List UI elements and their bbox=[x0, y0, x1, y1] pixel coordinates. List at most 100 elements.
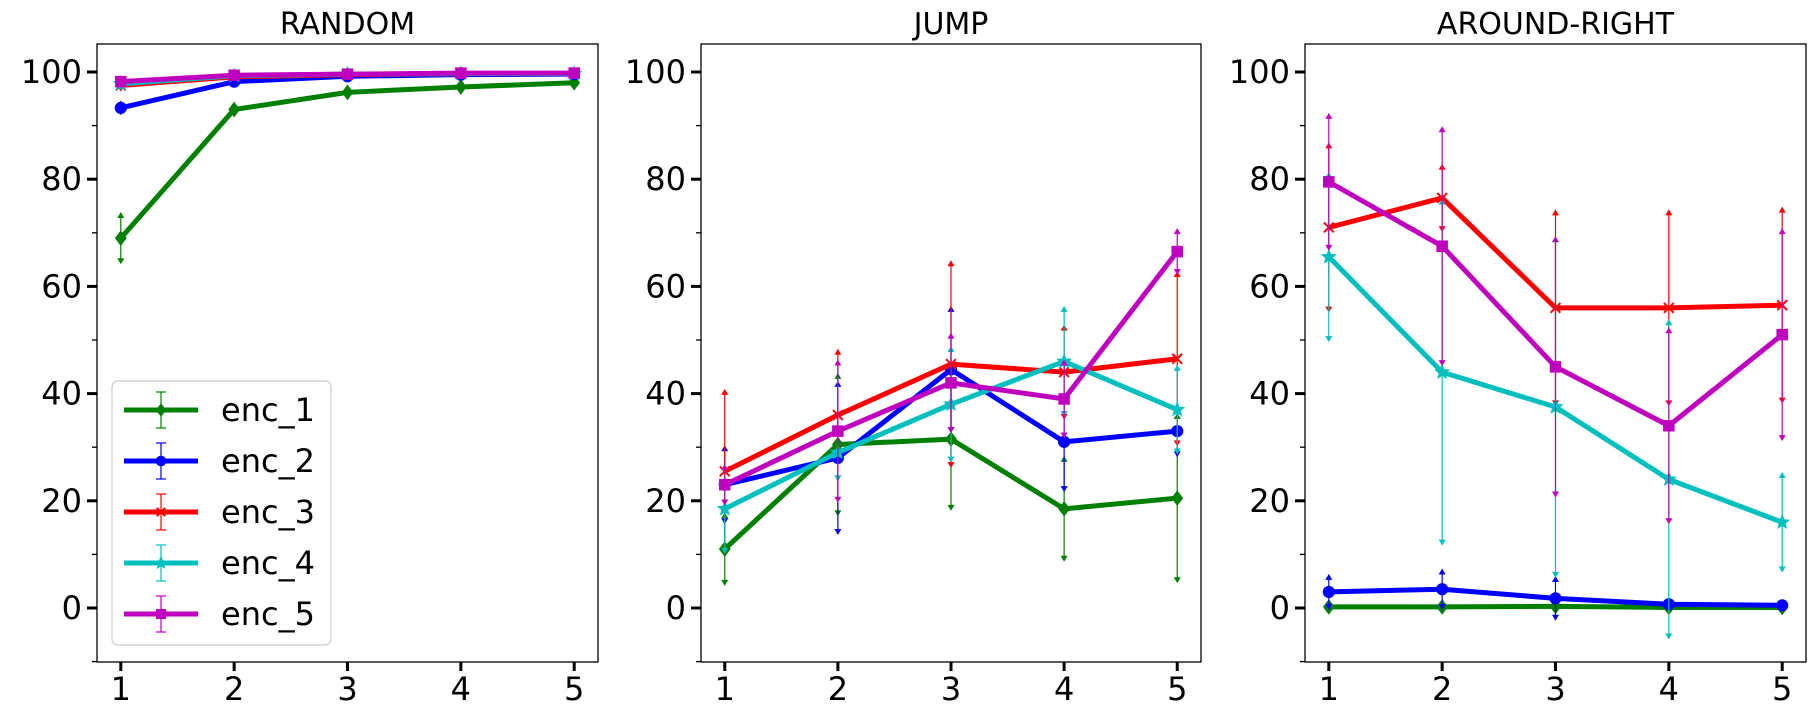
data-point bbox=[1776, 599, 1789, 612]
legend-label: enc_5 bbox=[221, 595, 315, 633]
legend-marker bbox=[155, 403, 167, 417]
legend-item: enc_5 bbox=[124, 595, 315, 633]
y-tick-label: 60 bbox=[645, 267, 686, 305]
y-tick-label: 60 bbox=[41, 267, 82, 305]
panel-3: AROUND-RIGHT 0 20 40 60 80 100 1 2 3 4 5 bbox=[1229, 7, 1807, 708]
legend-item: enc_2 bbox=[124, 442, 315, 480]
data-point bbox=[568, 67, 580, 79]
data-point bbox=[945, 377, 957, 389]
y-tick-label: 60 bbox=[1249, 267, 1290, 305]
data-point bbox=[1171, 490, 1184, 506]
data-point bbox=[719, 478, 731, 491]
y-tick-label: 40 bbox=[41, 375, 82, 413]
y-tick-label: 80 bbox=[645, 160, 686, 198]
legend-marker bbox=[154, 555, 168, 569]
y-tick-label: 80 bbox=[41, 160, 82, 198]
data-point bbox=[455, 67, 467, 79]
data-point bbox=[1774, 513, 1791, 529]
data-point bbox=[454, 79, 467, 95]
legend-marker bbox=[156, 609, 166, 619]
chart-title: JUMP bbox=[912, 7, 989, 42]
data-point bbox=[1663, 420, 1675, 432]
data-point bbox=[1434, 363, 1451, 379]
data-point bbox=[115, 75, 127, 88]
x-axis: 1 2 3 4 5 bbox=[111, 662, 584, 708]
data-point bbox=[228, 101, 241, 118]
legend-item: enc_1 bbox=[124, 391, 315, 429]
data-point bbox=[114, 101, 127, 115]
y-tick-label: 0 bbox=[62, 589, 82, 627]
x-tick-label: 4 bbox=[1054, 670, 1074, 708]
x-axis: 1 2 3 4 5 bbox=[1319, 662, 1792, 708]
x-tick-label: 1 bbox=[111, 670, 131, 708]
y-axis: 0 20 40 60 80 100 bbox=[625, 53, 701, 663]
data-point bbox=[1322, 585, 1335, 599]
y-tick-label: 40 bbox=[645, 375, 686, 413]
legend-label: enc_4 bbox=[221, 544, 315, 582]
legend-label: enc_1 bbox=[221, 391, 315, 429]
x-tick-label: 2 bbox=[1432, 670, 1452, 708]
x-tick-label: 4 bbox=[451, 670, 471, 708]
data-point bbox=[1549, 592, 1562, 605]
data-point bbox=[114, 230, 127, 246]
y-axis: 0 20 40 60 80 100 bbox=[21, 53, 97, 663]
legend-label: enc_2 bbox=[221, 442, 315, 480]
x-tick-label: 1 bbox=[1319, 670, 1339, 708]
series-enc_5 bbox=[115, 67, 580, 88]
chart-title: AROUND-RIGHT bbox=[1437, 7, 1675, 42]
data-point bbox=[1171, 245, 1183, 258]
legend-item: enc_3 bbox=[124, 493, 315, 531]
data-point bbox=[1436, 583, 1449, 596]
x-tick-label: 2 bbox=[224, 670, 244, 708]
x-tick-label: 5 bbox=[564, 670, 584, 708]
data-point bbox=[832, 425, 844, 437]
data-point bbox=[1169, 401, 1186, 417]
y-tick-label: 20 bbox=[41, 482, 82, 520]
x-tick-label: 4 bbox=[1659, 670, 1679, 708]
x-tick-label: 3 bbox=[337, 670, 357, 708]
series-enc_2 bbox=[1322, 568, 1789, 621]
y-tick-label: 40 bbox=[1249, 375, 1290, 413]
data-point bbox=[1549, 361, 1562, 373]
series-enc_5 bbox=[1323, 112, 1788, 525]
data-point bbox=[341, 68, 354, 80]
y-tick-label: 100 bbox=[1229, 53, 1290, 91]
legend-marker bbox=[156, 507, 166, 517]
data-point bbox=[1058, 501, 1070, 517]
chart-title: RANDOM bbox=[280, 7, 415, 42]
y-tick-label: 100 bbox=[625, 53, 686, 91]
panel-1: RANDOM 0 20 40 60 80 100 1 2 3 4 5 enc_1 enc_2 enc_3en… bbox=[21, 7, 599, 708]
y-axis: 0 20 40 60 80 100 bbox=[1229, 53, 1305, 663]
y-tick-label: 80 bbox=[1249, 160, 1290, 198]
y-tick-label: 20 bbox=[645, 482, 686, 520]
y-tick-label: 20 bbox=[1249, 482, 1290, 520]
data-point bbox=[1323, 176, 1335, 188]
data-point bbox=[1776, 328, 1788, 341]
legend: enc_1 enc_2 enc_3 enc_4 enc_5 bbox=[111, 380, 332, 646]
data-point bbox=[341, 84, 354, 101]
y-tick-label: 0 bbox=[1270, 589, 1290, 627]
y-tick-label: 100 bbox=[21, 53, 82, 91]
legend-marker bbox=[155, 455, 167, 467]
data-point bbox=[1663, 302, 1675, 314]
x-axis: 1 2 3 4 5 bbox=[715, 662, 1187, 708]
legend-item: enc_4 bbox=[124, 544, 315, 582]
x-tick-label: 1 bbox=[715, 670, 735, 708]
x-tick-label: 2 bbox=[828, 670, 848, 708]
legend-box bbox=[111, 380, 332, 646]
data-point bbox=[1436, 240, 1448, 252]
x-tick-label: 5 bbox=[1167, 670, 1187, 708]
x-tick-label: 5 bbox=[1772, 670, 1792, 708]
x-tick-label: 3 bbox=[941, 670, 961, 708]
series-enc_5 bbox=[719, 228, 1183, 506]
data-point bbox=[1171, 353, 1183, 365]
data-point bbox=[1320, 248, 1337, 264]
series-enc_1 bbox=[114, 74, 581, 265]
x-tick-label: 3 bbox=[1545, 670, 1565, 708]
panel-2: JUMP 0 20 40 60 80 100 1 2 3 4 5 bbox=[625, 7, 1202, 708]
series-line bbox=[118, 80, 575, 240]
data-point bbox=[716, 500, 733, 516]
legend-label: enc_3 bbox=[221, 493, 315, 531]
data-point bbox=[1058, 393, 1070, 405]
